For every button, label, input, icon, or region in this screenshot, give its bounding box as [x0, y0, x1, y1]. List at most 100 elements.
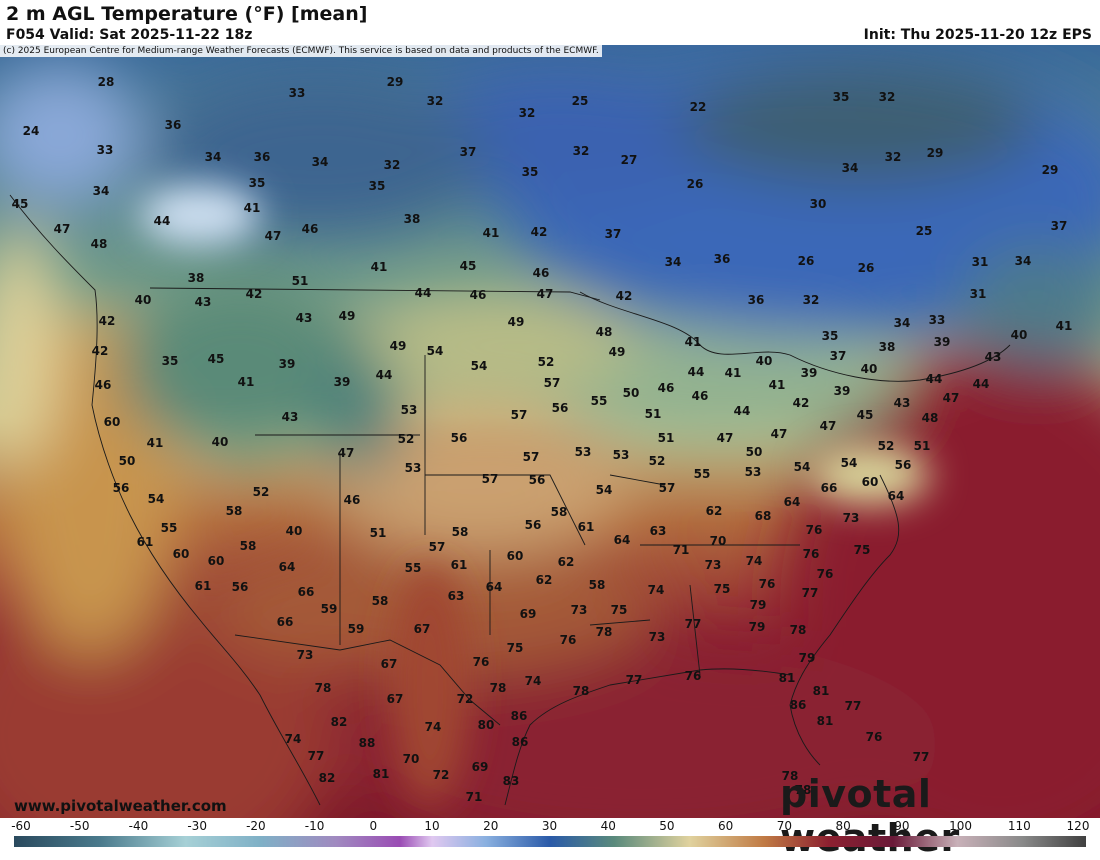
- temperature-value-label: 22: [690, 100, 707, 114]
- temperature-value-label: 77: [913, 750, 930, 764]
- temperature-value-label: 76: [560, 633, 577, 647]
- temperature-value-label: 61: [578, 520, 595, 534]
- legend-tick-label: 110: [1007, 819, 1031, 833]
- temperature-value-label: 38: [188, 271, 205, 285]
- temperature-value-label: 55: [161, 521, 178, 535]
- temperature-value-label: 32: [573, 144, 590, 158]
- temperature-value-label: 66: [277, 615, 294, 629]
- temperature-value-label: 37: [605, 227, 622, 241]
- temperature-value-label: 50: [623, 386, 640, 400]
- temperature-value-label: 45: [208, 352, 225, 366]
- legend-tick-label: 50: [659, 819, 675, 833]
- temperature-value-label: 51: [370, 526, 387, 540]
- temperature-value-label: 73: [571, 603, 588, 617]
- temperature-value-label: 35: [833, 90, 850, 104]
- temperature-value-label: 67: [387, 692, 404, 706]
- temperature-value-label: 69: [520, 607, 537, 621]
- temperature-value-label: 60: [208, 554, 225, 568]
- temperature-value-label: 53: [745, 465, 762, 479]
- temperature-value-label: 36: [254, 150, 271, 164]
- init-time: Init: Thu 2025-11-20 12z EPS: [863, 27, 1092, 43]
- temperature-value-label: 32: [519, 106, 536, 120]
- temperature-value-label: 47: [717, 431, 734, 445]
- temperature-value-label: 52: [538, 355, 555, 369]
- temperature-value-label: 46: [344, 493, 361, 507]
- temperature-value-label: 40: [756, 354, 773, 368]
- temperature-value-label: 31: [972, 255, 989, 269]
- temperature-value-label: 61: [137, 535, 154, 549]
- temperature-value-label: 74: [285, 732, 302, 746]
- temperature-value-label: 35: [162, 354, 179, 368]
- temperature-value-label: 39: [801, 366, 818, 380]
- temperature-value-label: 43: [894, 396, 911, 410]
- temperature-value-label: 26: [687, 177, 704, 191]
- map-value-labels: 28 24 33 34 45 47 48 36 34 44 29 33 36 34 35 41 47 46 32 32…: [12, 75, 1073, 804]
- temperature-value-label: 24: [23, 124, 40, 138]
- temperature-value-label: 73: [705, 558, 722, 572]
- temperature-value-label: 86: [790, 698, 807, 712]
- temperature-value-label: 40: [135, 293, 152, 307]
- temperature-value-label: 36: [165, 118, 182, 132]
- temperature-value-label: 43: [195, 295, 212, 309]
- temperature-value-label: 37: [460, 145, 477, 159]
- temperature-value-label: 51: [645, 407, 662, 421]
- legend-tick-label: 120: [1066, 819, 1090, 833]
- temperature-value-label: 79: [750, 598, 767, 612]
- temperature-value-label: 69: [472, 760, 489, 774]
- temperature-value-label: 56: [552, 401, 569, 415]
- temperature-value-label: 76: [803, 547, 820, 561]
- temperature-value-label: 35: [249, 176, 266, 190]
- temperature-value-label: 26: [798, 254, 815, 268]
- temperature-value-label: 35: [369, 179, 386, 193]
- temperature-value-label: 48: [91, 237, 108, 251]
- temperature-value-label: 61: [195, 579, 212, 593]
- temperature-value-label: 59: [321, 602, 338, 616]
- temperature-value-label: 88: [359, 736, 376, 750]
- website-url[interactable]: www.pivotalweather.com: [14, 797, 227, 815]
- temperature-map[interactable]: 28 24 33 34 45 47 48 36 34 44 29 33 36 34 35 41 47 46 32 32…: [0, 45, 1100, 818]
- temperature-value-label: 60: [173, 547, 190, 561]
- temperature-value-label: 45: [857, 408, 874, 422]
- temperature-value-label: 47: [771, 427, 788, 441]
- temperature-value-label: 64: [784, 495, 801, 509]
- temperature-value-label: 45: [460, 259, 477, 273]
- temperature-value-label: 77: [626, 673, 643, 687]
- temperature-value-label: 74: [525, 674, 542, 688]
- temperature-value-label: 49: [609, 345, 626, 359]
- temperature-value-label: 40: [861, 362, 878, 376]
- temperature-value-label: 78: [596, 625, 613, 639]
- legend-tick-label: 30: [541, 819, 558, 833]
- legend-tick-label: 0: [369, 819, 378, 833]
- temperature-value-label: 38: [404, 212, 421, 226]
- temperature-value-label: 46: [533, 266, 550, 280]
- temperature-value-label: 77: [685, 617, 702, 631]
- temperature-value-label: 35: [522, 165, 539, 179]
- temperature-value-label: 86: [512, 735, 529, 749]
- temperature-value-label: 67: [381, 657, 398, 671]
- map-canvas: 28 24 33 34 45 47 48 36 34 44 29 33 36 34 35 41 47 46 32 32…: [0, 45, 1100, 818]
- temperature-value-label: 62: [558, 555, 575, 569]
- temperature-value-label: 44: [415, 286, 432, 300]
- temperature-value-label: 47: [537, 287, 554, 301]
- temperature-value-label: 81: [779, 671, 796, 685]
- temperature-value-label: 47: [820, 419, 837, 433]
- temperature-value-label: 78: [573, 684, 590, 698]
- temperature-value-label: 44: [734, 404, 751, 418]
- temperature-value-label: 41: [147, 436, 164, 450]
- legend-tick-label: -60: [11, 819, 31, 833]
- temperature-value-label: 57: [659, 481, 676, 495]
- temperature-value-label: 55: [591, 394, 608, 408]
- temperature-value-label: 76: [806, 523, 823, 537]
- legend-tick-label: -10: [304, 819, 325, 833]
- temperature-value-label: 58: [589, 578, 606, 592]
- temperature-value-label: 49: [339, 309, 356, 323]
- temperature-value-label: 56: [451, 431, 468, 445]
- temperature-value-label: 53: [575, 445, 592, 459]
- legend-tick-label: 40: [600, 819, 616, 833]
- temperature-value-label: 80: [478, 718, 495, 732]
- temperature-value-label: 30: [810, 197, 827, 211]
- temperature-value-label: 37: [830, 349, 847, 363]
- temperature-value-label: 40: [212, 435, 229, 449]
- temperature-value-label: 59: [348, 622, 365, 636]
- legend-tick-label: 70: [776, 819, 793, 833]
